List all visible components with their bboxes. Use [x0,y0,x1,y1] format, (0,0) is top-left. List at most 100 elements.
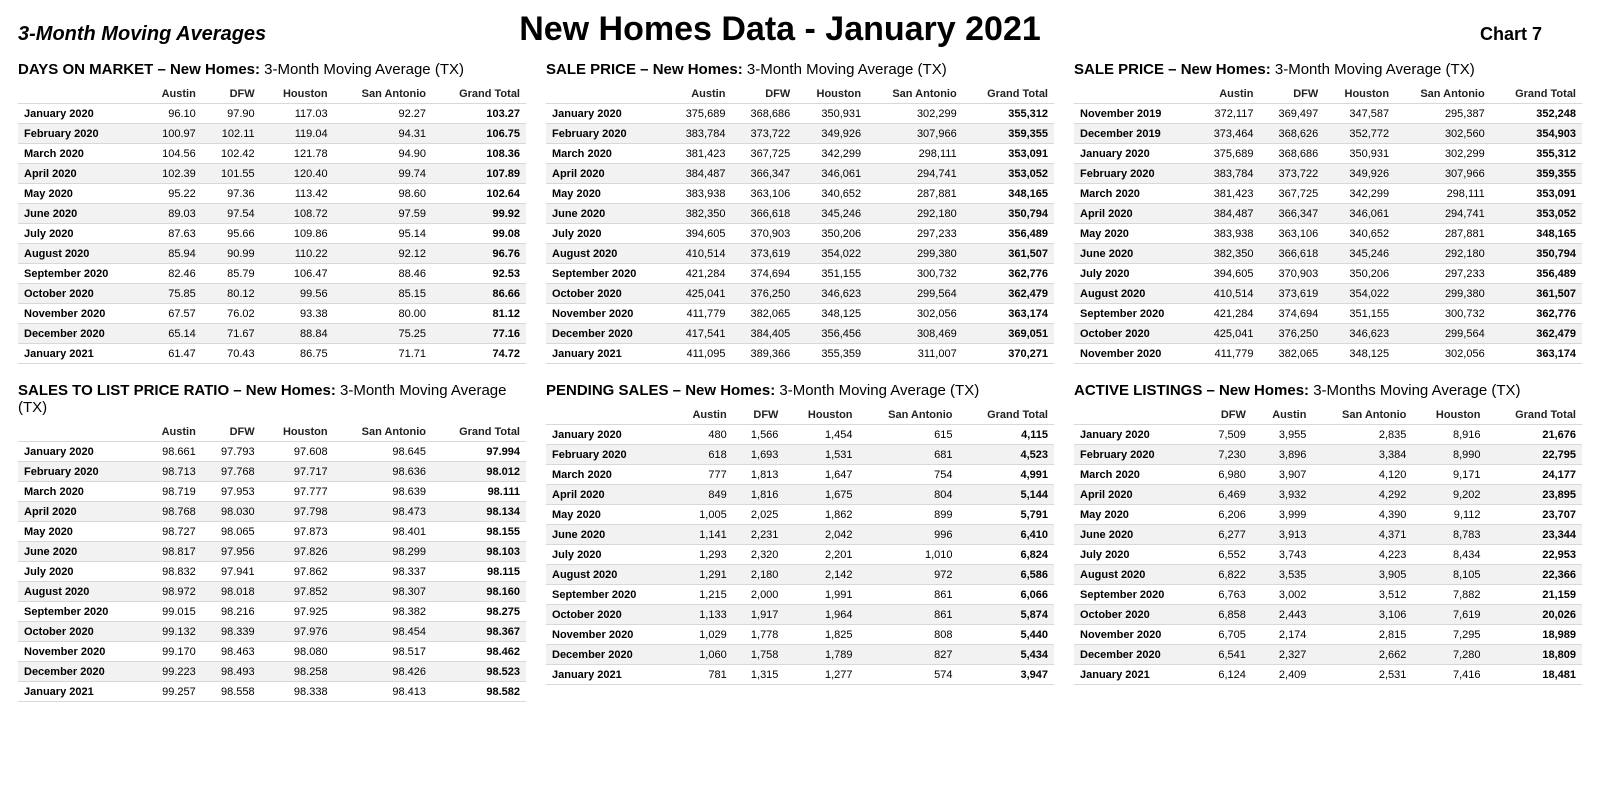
cell: 97.994 [432,442,526,462]
cell: 382,350 [667,204,732,224]
cell: 363,106 [1259,224,1324,244]
cell: 421,284 [1195,304,1260,324]
table-title: DAYS ON MARKET – New Homes: 3-Month Movi… [18,61,526,78]
cell: 97.956 [202,542,261,562]
column-header: Houston [261,84,334,104]
row-label: August 2020 [546,565,672,585]
cell: 6,066 [958,585,1054,605]
cell: 4,991 [958,465,1054,485]
column-header: Houston [1412,405,1486,425]
cell: 366,347 [731,164,796,184]
cell: 369,051 [963,324,1054,344]
cell: 804 [859,485,959,505]
cell: 6,410 [958,525,1054,545]
cell: 861 [859,585,959,605]
cell: 367,725 [1259,184,1324,204]
column-header: San Antonio [1395,84,1491,104]
cell: 1,133 [672,605,733,625]
column-header: Austin [1252,405,1313,425]
cell: 98.103 [432,542,526,562]
cell: 353,091 [963,144,1054,164]
cell: 85.79 [202,264,261,284]
table-row: January 2020375,689368,686350,931302,299… [1074,144,1582,164]
row-label: March 2020 [546,465,672,485]
cell: 342,299 [1324,184,1395,204]
cell: 3,905 [1312,565,1412,585]
cell: 384,405 [731,324,796,344]
table-row: February 20207,2303,8963,3848,99022,795 [1074,445,1582,465]
cell: 350,794 [963,204,1054,224]
cell: 106.47 [261,264,334,284]
row-label: April 2020 [546,164,667,184]
cell: 97.54 [202,204,261,224]
row-label: April 2020 [1074,204,1195,224]
table-title: ACTIVE LISTINGS – New Homes: 3-Months Mo… [1074,382,1582,399]
column-header: Austin [142,84,202,104]
table-row: April 202098.76898.03097.79898.47398.134 [18,502,526,522]
cell: 98.582 [432,682,526,702]
column-header: Grand Total [432,84,526,104]
cell: 348,125 [1324,344,1395,364]
cell: 394,605 [1195,264,1260,284]
table-title-rest: 3-Month Moving Average (TX) [260,61,464,78]
cell: 383,784 [1195,164,1260,184]
cell: 3,384 [1312,445,1412,465]
row-label: May 2020 [18,184,142,204]
cell: 342,299 [796,144,867,164]
row-label: November 2020 [18,304,142,324]
table-title-bold: SALE PRICE – New Homes: [546,61,743,78]
cell: 1,758 [733,645,785,665]
cell: 350,206 [796,224,867,244]
cell: 1,813 [733,465,785,485]
row-label: February 2020 [546,445,672,465]
cell: 98.60 [334,184,432,204]
cell: 4,223 [1312,545,1412,565]
cell: 368,686 [731,104,796,124]
cell: 1,778 [733,625,785,645]
cell: 1,005 [672,505,733,525]
row-label: July 2020 [546,545,672,565]
table-title-bold: PENDING SALES – New Homes: [546,382,775,399]
cell: 6,277 [1200,525,1252,545]
cell: 75.85 [142,284,202,304]
row-label: January 2021 [1074,665,1200,685]
cell: 98.661 [142,442,202,462]
cell: 109.86 [261,224,334,244]
table-row: July 20206,5523,7434,2238,43422,953 [1074,545,1582,565]
cell: 5,874 [958,605,1054,625]
cell: 302,560 [1395,124,1491,144]
table-row: December 2020417,541384,405356,456308,46… [546,324,1054,344]
cell: 90.99 [202,244,261,264]
cell: 383,784 [667,124,732,144]
table-row: May 202095.2297.36113.4298.60102.64 [18,184,526,204]
row-label: November 2020 [546,625,672,645]
cell: 3,512 [1312,585,1412,605]
row-label: January 2020 [546,425,672,445]
cell: 97.941 [202,562,261,582]
cell: 8,990 [1412,445,1486,465]
table-block: DAYS ON MARKET – New Homes: 3-Month Movi… [18,61,526,364]
cell: 94.31 [334,124,432,144]
cell: 18,989 [1486,625,1582,645]
column-header: Houston [261,422,334,442]
row-label: September 2020 [546,264,667,284]
cell: 382,065 [1259,344,1324,364]
cell: 366,618 [1259,244,1324,264]
row-label: May 2020 [546,184,667,204]
cell: 349,926 [1324,164,1395,184]
data-table: AustinDFWHoustonSan AntonioGrand TotalJa… [18,422,526,702]
table-row: May 20201,0052,0251,8628995,791 [546,505,1054,525]
cell: 411,095 [667,344,732,364]
cell: 97.608 [261,442,334,462]
cell: 384,487 [1195,204,1260,224]
cell: 97.976 [261,622,334,642]
column-header: Houston [796,84,867,104]
table-title-rest: 3-Month Moving Average (TX) [1271,61,1475,78]
cell: 849 [672,485,733,505]
cell: 97.777 [261,482,334,502]
cell: 99.92 [432,204,526,224]
table-block: ACTIVE LISTINGS – New Homes: 3-Months Mo… [1074,382,1582,702]
table-row: March 2020381,423367,725342,299298,11135… [1074,184,1582,204]
table-row: July 202087.6395.66109.8695.1499.08 [18,224,526,244]
table-row: May 20206,2063,9994,3909,11223,707 [1074,505,1582,525]
